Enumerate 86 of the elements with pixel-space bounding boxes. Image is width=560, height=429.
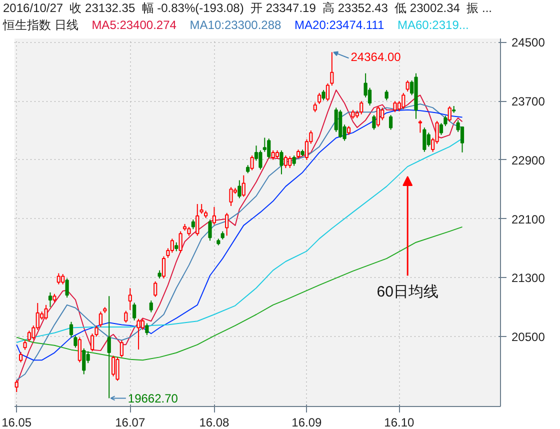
candlestick (56, 272, 60, 285)
candlestick (107, 296, 111, 399)
candlestick (439, 122, 444, 136)
candlestick (145, 322, 149, 336)
candlestick (112, 355, 116, 377)
candlestick (98, 311, 102, 328)
candlestick (19, 352, 23, 363)
candlestick (74, 335, 78, 348)
candlestick (69, 321, 74, 338)
candlestick (191, 219, 195, 230)
candlestick (212, 206, 216, 226)
candlestick (322, 90, 326, 101)
y-tick-label: 24500 (512, 36, 546, 50)
x-tick-label: 16.08 (199, 416, 230, 429)
candlestick (448, 106, 452, 122)
y-tick-label: 21300 (512, 271, 546, 286)
candlestick (65, 278, 69, 298)
candlestick (132, 302, 136, 321)
candlestick (271, 150, 275, 160)
candlestick (128, 288, 132, 310)
candlestick (384, 90, 388, 101)
candlestick (406, 80, 410, 92)
text: MA5:23400.274 (92, 18, 176, 32)
candlestick (23, 340, 27, 350)
candlestick (78, 336, 82, 363)
candlestick (376, 106, 380, 128)
candlestick (280, 150, 284, 175)
candlestick (360, 100, 364, 115)
candlestick (250, 155, 254, 171)
chart-subtitle: 恒生指数 日线 (3, 18, 78, 32)
candlestick (393, 100, 397, 113)
candlestick (136, 318, 140, 350)
candlestick (330, 52, 334, 86)
x-tick-label: 16.09 (292, 416, 322, 429)
annotation: 24364.00 (350, 50, 402, 64)
y-tick-label: 22100 (512, 212, 546, 226)
candlestick (120, 340, 124, 358)
candlestick (208, 219, 212, 242)
annotation: 60日均线 (376, 284, 438, 301)
line-series (16, 226, 463, 361)
candlestick (116, 356, 120, 382)
candlestick (292, 155, 296, 166)
y-tick-label: 22900 (512, 153, 546, 168)
x-tick-label: 16.10 (384, 416, 415, 429)
candlestick (444, 115, 448, 127)
candlestick (48, 292, 52, 308)
candlestick (44, 304, 48, 320)
candlestick (162, 256, 166, 279)
x-tick-label: 16.07 (115, 416, 146, 429)
candlestick (225, 212, 229, 236)
x-tick-label: 16.05 (2, 416, 32, 429)
y-tick-label: 23700 (512, 94, 546, 109)
candlestick (267, 138, 271, 159)
candlestick (196, 204, 200, 236)
candlestick (372, 114, 376, 130)
candlestick (426, 132, 430, 148)
text: MA60:2319... (397, 18, 469, 32)
candlestick (140, 318, 145, 330)
candlestick (61, 274, 65, 285)
y-tick-label: 20500 (512, 330, 546, 344)
candlestick (149, 300, 153, 313)
candlestick (288, 156, 292, 169)
candlestick (154, 280, 158, 298)
candlestick (229, 186, 233, 207)
candlestick (178, 230, 182, 254)
annotation: 19662.70 (128, 392, 178, 406)
candlestick (238, 180, 242, 199)
candlestick (200, 204, 204, 214)
candlestick (326, 82, 330, 102)
text: MA10:23300.288 (190, 18, 282, 32)
candlestick (27, 330, 32, 342)
candlestick (422, 127, 426, 152)
candlestick (313, 102, 317, 113)
candlestick (242, 174, 246, 198)
candlestick (388, 114, 393, 130)
candlestick (258, 150, 262, 170)
candlestick (124, 310, 128, 324)
candlestick (402, 92, 406, 110)
chart-title: 2016/10/27 收 23132.35 幅 -0.83%(-193.08) 开 23347.19 高 23352.43 低 23002.34 振 ... (3, 0, 492, 17)
text: MA20:23474.111 (294, 18, 384, 32)
candlestick (82, 348, 86, 375)
candlestick (418, 120, 422, 134)
candlestick (460, 126, 464, 153)
candlestick (284, 155, 288, 169)
candlestick (170, 238, 174, 254)
candlestick (318, 92, 322, 105)
